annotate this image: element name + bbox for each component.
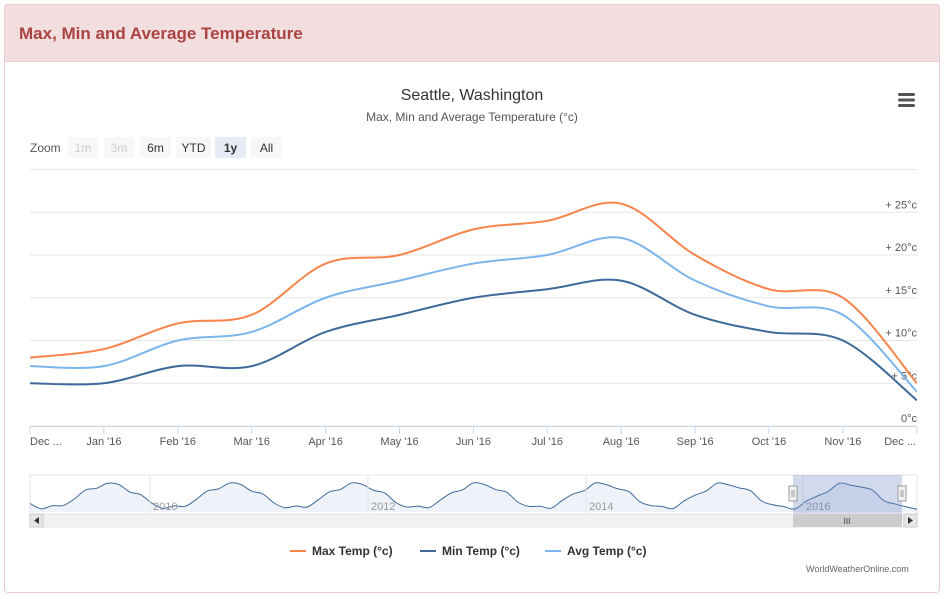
scrollbar-grip: III (844, 517, 851, 526)
legend-label: Max Temp (°c) (312, 544, 393, 558)
zoom-button-6m[interactable]: 6m (140, 137, 171, 158)
zoom-button-label: All (260, 141, 273, 155)
y-axis-ticks: 0°c+ 5°c+ 10°c+ 15°c+ 20°c+ 25°c (885, 199, 917, 425)
x-tick-label: Dec ... (30, 436, 62, 448)
zoom-button-all[interactable]: All (251, 137, 282, 158)
arrow-right-icon (908, 517, 913, 524)
navigator-year-label: 2014 (589, 501, 613, 513)
scrollbar-thumb[interactable] (793, 514, 902, 527)
context-menu-button[interactable] (898, 93, 915, 107)
navigator-area (30, 482, 917, 512)
zoom-button-bg (68, 137, 98, 158)
navigator-selection[interactable] (793, 475, 902, 514)
x-tick-label: Sep '16 (677, 436, 714, 448)
navigator-handle-right[interactable] (897, 485, 907, 502)
hamburger-menu-icon (898, 93, 915, 107)
y-tick-label: + 20°c (885, 242, 917, 254)
zoom-buttons: 1m 3m 6m YTD 1y All (68, 137, 282, 158)
x-tick-label: Nov '16 (824, 436, 861, 448)
navigator-frame (29, 474, 918, 515)
zoom-button-label: 1y (224, 141, 238, 155)
y-tick-label: 0°c (901, 413, 918, 425)
zoom-button-3m: 3m (104, 137, 134, 158)
x-tick-label: Oct '16 (752, 436, 787, 448)
series-line-max (30, 201, 917, 384)
x-tick-label: Feb '16 (160, 436, 196, 448)
legend-item-max[interactable]: Max Temp (°c) (290, 544, 393, 558)
zoom-button-label: 3m (111, 141, 128, 155)
x-tick-label: May '16 (380, 436, 418, 448)
x-tick-label: Aug '16 (603, 436, 640, 448)
zoom-button-label: YTD (182, 141, 206, 155)
zoom-label: Zoom (30, 141, 61, 155)
scrollbar-left-button[interactable] (29, 513, 44, 528)
zoom-button-ytd[interactable]: YTD (176, 137, 211, 158)
y-tick-label: + 25°c (885, 199, 917, 211)
legend: Max Temp (°c) Min Temp (°c) Avg Temp (°c) (290, 544, 646, 558)
navigator-year-label: 2016 (806, 501, 830, 513)
x-axis: Dec ... Jan '16 Feb '16 Mar '16 Apr '16 May '… (29, 426, 918, 448)
x-tick-label: Mar '16 (234, 436, 270, 448)
y-tick-label: + 10°c (885, 328, 917, 340)
zoom-button-bg (176, 137, 211, 158)
panel-title: Max, Min and Average Temperature (19, 24, 303, 43)
zoom-button-bg (215, 137, 246, 158)
chart-subtitle: Max, Min and Average Temperature (°c) (366, 110, 578, 124)
navigator-series-line (29, 482, 918, 510)
handle-body (897, 485, 907, 502)
zoom-button-bg (104, 137, 134, 158)
legend-item-min[interactable]: Min Temp (°c) (420, 544, 520, 558)
zoom-button-1m: 1m (68, 137, 98, 158)
legend-label: Min Temp (°c) (442, 544, 520, 558)
navigator-year-label: 2012 (371, 501, 395, 513)
zoom-button-bg (251, 137, 282, 158)
zoom-button-label: 1m (75, 141, 92, 155)
attribution: WorldWeatherOnline.com (806, 564, 909, 574)
navigator-year-label: 2010 (153, 501, 177, 513)
arrow-left-icon (34, 517, 39, 524)
navigator[interactable]: 2010 2012 2014 2016 III (29, 474, 918, 528)
navigator-handle-left[interactable] (788, 485, 798, 502)
panel-heading: Max, Min and Average Temperature (5, 5, 939, 62)
scrollbar-right-button[interactable] (903, 513, 918, 528)
zoom-button-label: 6m (147, 141, 164, 155)
legend-label: Avg Temp (°c) (567, 544, 646, 558)
zoom-button-bg (140, 137, 171, 158)
x-tick-label: Jan '16 (86, 436, 121, 448)
x-tick-label: Apr '16 (308, 436, 343, 448)
series-lines (30, 201, 917, 402)
handle-body (788, 485, 798, 502)
x-tick-label: Jun '16 (456, 436, 491, 448)
series-line-avg (30, 236, 917, 393)
zoom-button-1y[interactable]: 1y (215, 137, 246, 158)
legend-item-avg[interactable]: Avg Temp (°c) (545, 544, 646, 558)
x-tick-label: Jul '16 (532, 436, 563, 448)
series-line-min (30, 278, 917, 402)
x-tick-label: Dec ... (884, 436, 916, 448)
y-tick-label: + 15°c (885, 285, 917, 297)
chart-title: Seattle, Washington (401, 87, 544, 104)
scrollbar-track[interactable] (29, 513, 918, 528)
